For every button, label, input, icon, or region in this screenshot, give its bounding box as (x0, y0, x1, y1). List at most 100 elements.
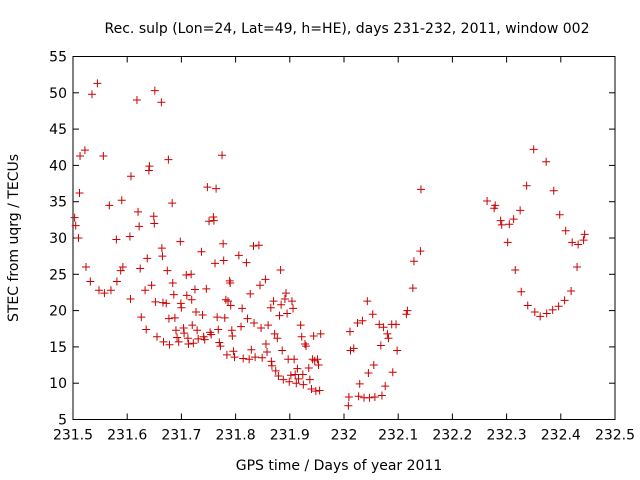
data-point (227, 326, 236, 335)
data-point (299, 380, 308, 389)
data-point (238, 304, 247, 313)
data-point (355, 379, 364, 388)
data-point (180, 329, 189, 338)
data-series (70, 79, 589, 410)
data-point (126, 294, 135, 303)
data-point (93, 79, 102, 88)
data-point (226, 279, 235, 288)
data-point (497, 220, 506, 229)
data-point (283, 309, 292, 318)
data-point (74, 234, 83, 242)
data-point (163, 266, 172, 275)
x-tick-label: 232.5 (595, 428, 635, 444)
data-point (247, 345, 256, 354)
data-point (261, 275, 270, 284)
data-point (276, 265, 285, 274)
data-point (516, 206, 525, 215)
data-point (95, 286, 104, 295)
data-point (270, 329, 279, 338)
data-point (573, 263, 582, 272)
data-point (505, 220, 514, 229)
data-point (243, 314, 252, 323)
data-point (224, 297, 233, 306)
data-point (365, 393, 374, 402)
data-point (105, 201, 114, 210)
data-point (165, 340, 174, 349)
data-point (568, 238, 577, 247)
data-point (159, 337, 168, 346)
data-point (75, 188, 84, 197)
data-point (274, 371, 283, 380)
data-point (207, 330, 216, 339)
data-point (86, 277, 95, 286)
data-point (234, 251, 243, 260)
data-point (150, 219, 159, 228)
data-point (314, 361, 323, 370)
data-point (112, 277, 121, 286)
data-point (192, 308, 201, 317)
data-point (257, 324, 266, 333)
data-point (164, 155, 173, 164)
data-point (182, 271, 191, 280)
data-point (220, 313, 229, 322)
data-point (176, 299, 185, 308)
x-tick-label: 231.5 (53, 428, 93, 444)
data-point (117, 196, 126, 205)
data-point (221, 295, 230, 304)
data-point (287, 297, 296, 306)
data-point (177, 303, 186, 312)
data-point (237, 322, 246, 331)
x-tick-label: 232 (331, 428, 358, 444)
data-point (381, 382, 390, 391)
data-point (278, 346, 287, 355)
data-point (554, 302, 563, 311)
x-tick-label: 231.9 (270, 428, 310, 444)
data-point (291, 370, 300, 379)
data-point (402, 310, 411, 319)
data-point (267, 357, 276, 366)
data-point (82, 263, 91, 272)
data-point (118, 263, 127, 272)
data-point (202, 284, 211, 293)
data-point (242, 258, 251, 267)
data-point (149, 212, 158, 221)
data-point (218, 151, 227, 160)
y-tick-label: 30 (49, 231, 67, 247)
data-point (194, 334, 203, 343)
data-point (313, 355, 322, 364)
data-point (292, 379, 301, 388)
data-point (279, 375, 288, 384)
data-point (363, 297, 372, 306)
y-tick-label: 20 (49, 304, 67, 320)
data-point (200, 335, 209, 344)
data-point (174, 337, 183, 346)
data-point (182, 291, 191, 300)
data-point (561, 226, 570, 235)
data-point (379, 323, 388, 332)
chart-title: Rec. sulp (Lon=24, Lat=49, h=HE), days 2… (105, 21, 590, 37)
data-point (258, 353, 267, 362)
data-point (134, 207, 143, 216)
data-point (213, 313, 222, 322)
data-point (106, 286, 115, 295)
data-point (170, 313, 179, 322)
data-point (542, 309, 551, 318)
data-point (158, 298, 167, 307)
data-point (179, 324, 188, 333)
data-point (517, 287, 526, 296)
data-point (187, 295, 196, 304)
data-point (226, 301, 235, 310)
data-point (147, 281, 156, 290)
x-tick-label: 232.3 (487, 428, 527, 444)
data-point (225, 276, 234, 285)
plot-frame (72, 56, 616, 420)
data-point (214, 325, 223, 334)
data-point (212, 184, 221, 193)
data-point (261, 339, 270, 348)
data-point (254, 241, 263, 250)
data-point (294, 374, 303, 383)
data-point (136, 264, 145, 273)
data-point (491, 201, 500, 210)
data-point (316, 329, 325, 338)
data-point (393, 346, 402, 355)
